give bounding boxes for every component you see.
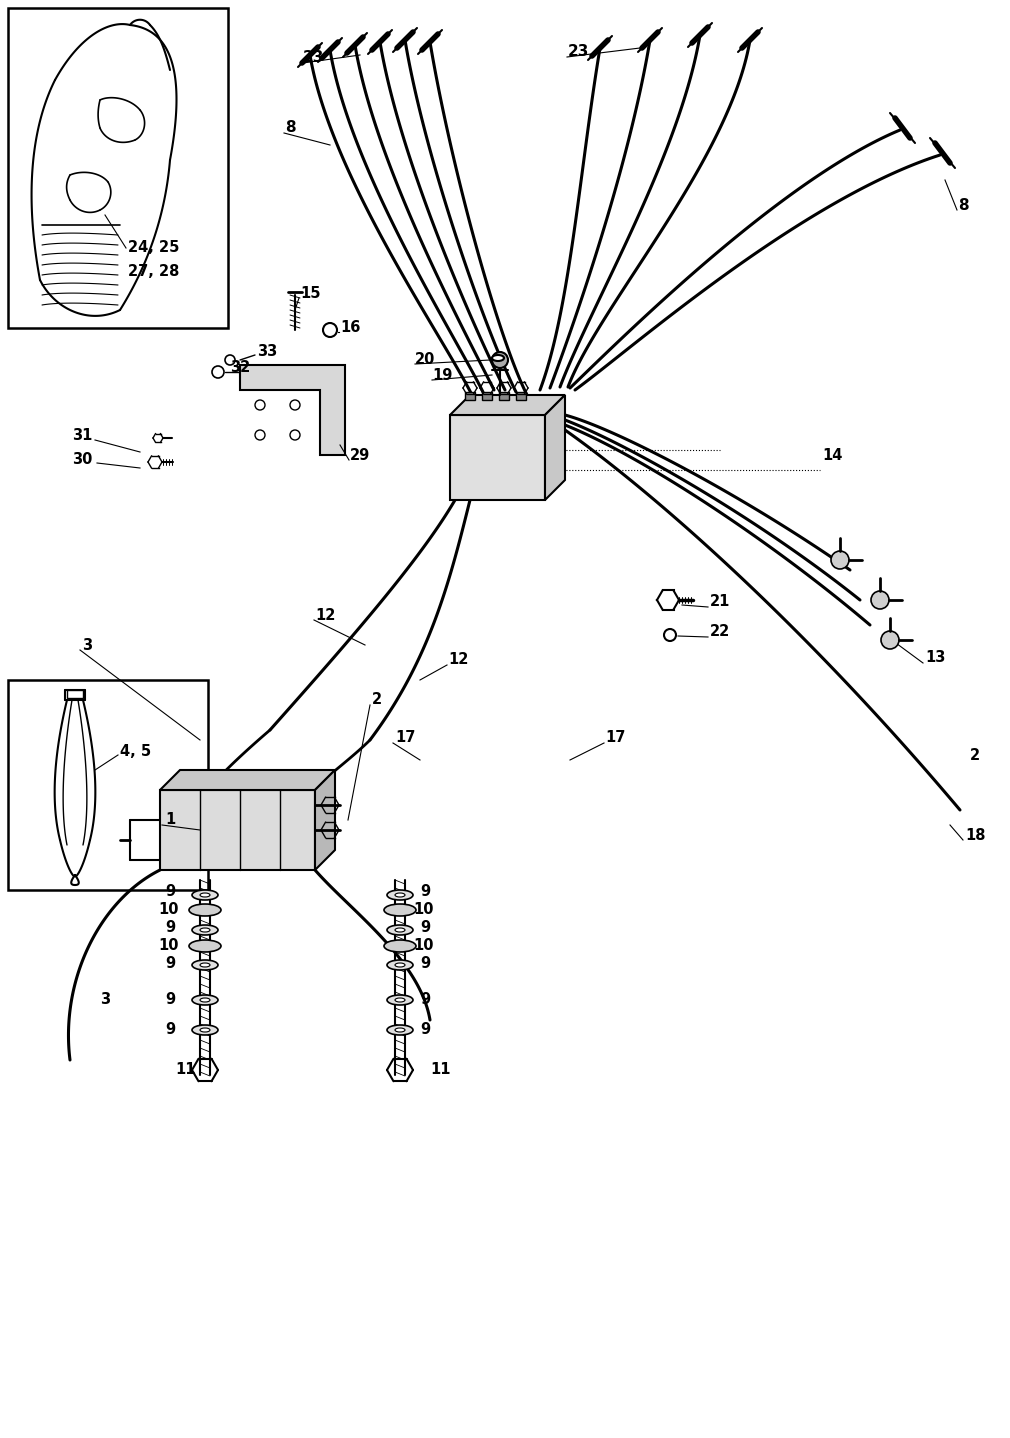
Circle shape [871, 591, 889, 610]
Text: 18: 18 [965, 827, 986, 843]
Text: 9: 9 [165, 955, 175, 971]
Ellipse shape [395, 893, 405, 897]
Bar [499, 393, 509, 400]
Bar [465, 393, 475, 400]
Text: 12: 12 [448, 653, 469, 667]
Bar [482, 393, 492, 400]
Text: 9: 9 [165, 920, 175, 936]
Ellipse shape [395, 928, 405, 932]
Text: 10: 10 [413, 939, 433, 953]
Polygon shape [160, 769, 335, 789]
Text: 12: 12 [315, 607, 335, 623]
Text: 11: 11 [175, 1063, 196, 1077]
Bar [8, 680, 208, 890]
Ellipse shape [200, 893, 210, 897]
Circle shape [212, 367, 224, 378]
Text: 15: 15 [300, 286, 320, 301]
Circle shape [255, 430, 265, 440]
Ellipse shape [387, 1025, 413, 1035]
Circle shape [290, 430, 300, 440]
Text: 16: 16 [340, 319, 361, 335]
Polygon shape [315, 769, 335, 870]
Text: 24, 25: 24, 25 [128, 240, 180, 256]
Text: 21: 21 [710, 594, 730, 610]
Ellipse shape [395, 998, 405, 1002]
Ellipse shape [200, 998, 210, 1002]
Text: 10: 10 [158, 903, 179, 917]
Circle shape [831, 551, 849, 569]
Ellipse shape [200, 963, 210, 966]
Ellipse shape [200, 1028, 210, 1032]
Circle shape [255, 400, 265, 410]
Text: 2: 2 [372, 693, 382, 707]
Text: 9: 9 [165, 1022, 175, 1037]
Ellipse shape [387, 995, 413, 1005]
Ellipse shape [387, 890, 413, 900]
Text: 3: 3 [82, 637, 92, 653]
Text: 23: 23 [568, 45, 590, 59]
Text: 30: 30 [72, 453, 92, 467]
Text: 4, 5: 4, 5 [120, 745, 152, 759]
Text: 1: 1 [165, 812, 176, 827]
Polygon shape [450, 416, 545, 500]
Text: 17: 17 [395, 731, 415, 745]
Circle shape [664, 628, 676, 641]
Bar [67, 690, 83, 697]
Ellipse shape [395, 1028, 405, 1032]
Text: 3: 3 [100, 992, 110, 1008]
Text: 9: 9 [420, 955, 430, 971]
Text: 13: 13 [925, 650, 945, 666]
Text: 9: 9 [165, 992, 175, 1008]
Text: 31: 31 [72, 427, 92, 443]
Text: 9: 9 [420, 884, 430, 900]
Text: 10: 10 [158, 939, 179, 953]
Polygon shape [160, 789, 315, 870]
Text: 9: 9 [420, 920, 430, 936]
Circle shape [225, 355, 235, 365]
Text: 14: 14 [822, 447, 842, 463]
Ellipse shape [192, 1025, 218, 1035]
Ellipse shape [387, 925, 413, 935]
Ellipse shape [192, 961, 218, 971]
Circle shape [323, 324, 337, 336]
Text: 9: 9 [420, 992, 430, 1008]
Text: 19: 19 [432, 368, 452, 383]
Bar [8, 9, 228, 328]
Polygon shape [240, 365, 345, 454]
Text: 10: 10 [413, 903, 433, 917]
Circle shape [290, 400, 300, 410]
Text: 32: 32 [230, 361, 250, 375]
Ellipse shape [192, 925, 218, 935]
Text: 29: 29 [350, 447, 371, 463]
Ellipse shape [395, 963, 405, 966]
Text: 2: 2 [970, 748, 980, 762]
Text: 23: 23 [303, 50, 324, 66]
Ellipse shape [192, 995, 218, 1005]
Circle shape [881, 631, 899, 649]
Polygon shape [545, 395, 565, 500]
Ellipse shape [387, 961, 413, 971]
Ellipse shape [192, 890, 218, 900]
Ellipse shape [384, 940, 416, 952]
Ellipse shape [189, 905, 221, 916]
Ellipse shape [384, 905, 416, 916]
Text: 27, 28: 27, 28 [128, 265, 180, 279]
Ellipse shape [189, 940, 221, 952]
Text: 22: 22 [710, 624, 730, 640]
Text: 8: 8 [958, 197, 969, 213]
Bar [516, 393, 526, 400]
Text: 9: 9 [165, 884, 175, 900]
Text: 9: 9 [420, 1022, 430, 1037]
Text: 17: 17 [605, 731, 625, 745]
Text: 33: 33 [257, 345, 278, 360]
Ellipse shape [492, 355, 504, 361]
Circle shape [492, 352, 508, 368]
Polygon shape [450, 395, 565, 416]
Ellipse shape [200, 928, 210, 932]
Text: 20: 20 [415, 352, 435, 368]
Text: 11: 11 [430, 1063, 450, 1077]
Text: 8: 8 [285, 121, 296, 135]
